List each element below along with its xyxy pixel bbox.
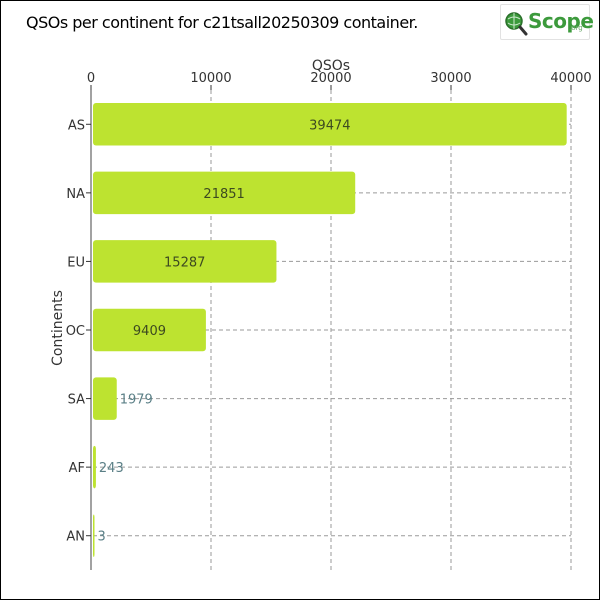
bar-EU (93, 240, 277, 283)
qscope-logo: Scope .org (500, 4, 594, 40)
data-label-AS: 39474 (309, 118, 350, 133)
data-label-NA: 21851 (203, 187, 244, 202)
y-tick-label: AN (66, 530, 85, 545)
data-label-SA: 1979 (120, 393, 153, 408)
y-tick-label: AF (69, 461, 85, 476)
bar-NA (93, 171, 356, 215)
data-label-EU: 15287 (164, 255, 205, 270)
x-tick-label: 30000 (430, 71, 471, 86)
x-tick-label: 0 (87, 71, 95, 86)
data-label-AF: 243 (99, 461, 124, 476)
data-label-AN: 3 (98, 530, 106, 545)
magnifier-globe-icon (505, 12, 528, 36)
data-label-OC: 9409 (133, 324, 166, 339)
y-tick-label: AS (68, 118, 85, 133)
logo-suffix: .org (569, 24, 583, 32)
x-tick-label: 20000 (310, 71, 351, 86)
x-tick-label: 40000 (550, 71, 591, 86)
y-tick-label: SA (68, 393, 85, 408)
x-axis-title: QSOs (312, 58, 350, 74)
y-tick-label: OC (66, 324, 85, 339)
bars: 39474 21851 15287 9409 1979 243 3 (93, 103, 567, 557)
x-tick-label: 10000 (190, 71, 231, 86)
bar-AN (93, 514, 95, 557)
y-tick-label: EU (67, 255, 85, 270)
y-axis-title: Continents (50, 290, 66, 366)
bar-AF (93, 445, 96, 489)
axes: 0 10000 20000 30000 40000 AS NA EU OC SA AF AN (66, 71, 592, 570)
bar-OC (93, 308, 206, 352)
bar-SA (93, 377, 117, 420)
chart-title: QSOs per continent for c21tsall20250309 … (26, 13, 418, 32)
y-tick-label: NA (66, 187, 85, 202)
logo-text: Scope (528, 9, 594, 33)
bar-AS (93, 103, 567, 146)
